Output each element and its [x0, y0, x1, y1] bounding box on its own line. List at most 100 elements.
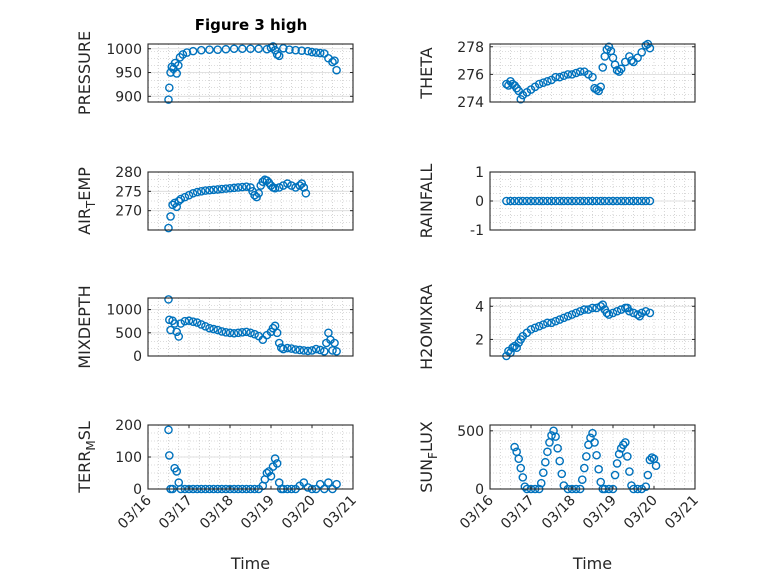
y-tick-label: 0 [475, 194, 484, 210]
data-point [549, 426, 558, 436]
data-point [278, 181, 288, 190]
data-point [258, 177, 268, 186]
data-point [575, 196, 585, 206]
data-point [559, 196, 569, 206]
y-axis-label-subscript: F [426, 452, 440, 459]
data-series [164, 42, 341, 104]
data-point [205, 185, 214, 195]
data-point [543, 318, 552, 328]
data-point [270, 454, 280, 463]
data-point [575, 306, 585, 316]
data-point [165, 83, 174, 93]
data-point [330, 56, 339, 65]
data-point [563, 196, 573, 206]
data-point [217, 327, 227, 336]
data-point [274, 338, 284, 348]
data-point [580, 196, 589, 206]
data-point [504, 81, 513, 90]
data-point [633, 310, 642, 319]
data-point [541, 457, 550, 467]
data-point [176, 194, 186, 204]
data-point [612, 306, 622, 316]
x-tick-label: 03/20 [279, 493, 319, 533]
subplot-air-temp: 270 275 280 AIRTEMP [75, 165, 354, 235]
data-point [547, 196, 556, 206]
subplot-sun-flux: 0 500 03/16 03/17 03/18 03/19 03/20 03/21 Time SU… [417, 421, 702, 573]
data-point [270, 183, 280, 193]
data-point [616, 305, 626, 314]
data-point [555, 72, 565, 82]
data-point [539, 468, 548, 478]
data-point [237, 328, 247, 337]
data-point [311, 48, 321, 57]
data-point [543, 76, 552, 86]
data-point [229, 328, 239, 338]
data-point [588, 72, 597, 82]
data-point [526, 325, 536, 334]
data-point [584, 196, 593, 206]
x-tick-label: 03/21 [662, 493, 702, 533]
y-tick-label: 1000 [106, 42, 142, 58]
data-point [594, 464, 603, 474]
data-point [272, 328, 282, 338]
data-point [612, 196, 622, 206]
data-point [514, 196, 524, 206]
data-point [196, 320, 206, 329]
data-point [201, 322, 210, 331]
data-point [510, 442, 519, 452]
data-point [209, 185, 218, 195]
data-point [633, 196, 642, 206]
data-point [559, 71, 569, 81]
data-point [213, 185, 222, 194]
data-point [278, 344, 288, 354]
data-point [582, 452, 591, 461]
data-point [172, 327, 181, 337]
data-point [301, 188, 311, 198]
data-point [278, 43, 288, 53]
y-tick-label: 1 [475, 165, 484, 181]
data-point [233, 183, 243, 192]
data-point [594, 86, 603, 96]
data-point [180, 192, 190, 202]
data-point [553, 443, 562, 453]
data-point [637, 47, 647, 57]
data-point [637, 308, 647, 318]
data-point [530, 323, 540, 333]
data-point [571, 68, 581, 78]
data-point [616, 196, 626, 206]
data-point [577, 475, 587, 484]
data-point [213, 325, 222, 335]
data-point [543, 447, 552, 457]
data-point [299, 346, 309, 355]
data-point [612, 65, 622, 75]
data-point [291, 183, 300, 192]
data-point [588, 428, 597, 438]
data-point [534, 196, 544, 206]
axes-box [147, 171, 354, 231]
data-point [180, 316, 190, 326]
data-point [567, 310, 577, 319]
data-point [319, 347, 329, 356]
data-point [205, 323, 214, 333]
data-point [242, 327, 251, 337]
x-tick-label: 03/21 [320, 493, 360, 533]
data-point [172, 202, 181, 212]
data-point [623, 452, 632, 461]
data-point [188, 317, 198, 326]
data-point [551, 316, 560, 326]
data-point [590, 438, 599, 447]
y-axis-label-part: LUX [417, 421, 436, 452]
data-point [307, 346, 317, 355]
data-point [516, 463, 526, 473]
data-point [184, 316, 194, 326]
data-point [602, 308, 612, 318]
data-point [172, 69, 181, 78]
data-point [610, 470, 620, 480]
data-point [557, 469, 567, 479]
y-tick-label: 1000 [106, 303, 142, 319]
data-point [621, 438, 630, 447]
data-point [526, 196, 536, 206]
data-point [534, 321, 544, 331]
data-point [614, 449, 624, 459]
